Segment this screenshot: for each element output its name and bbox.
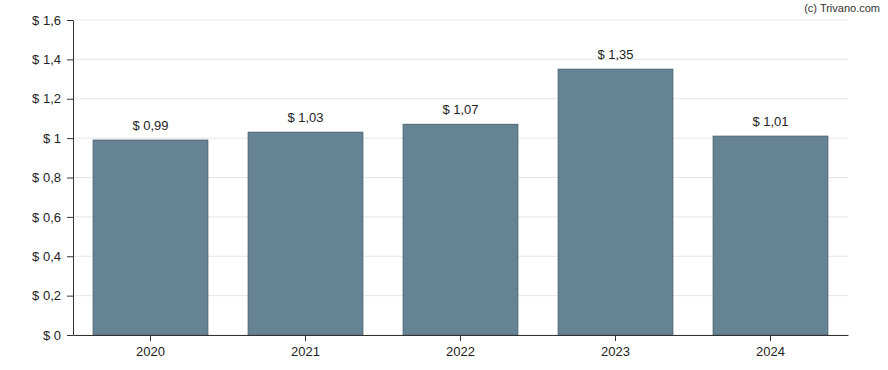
y-tick-mark bbox=[67, 20, 73, 21]
y-tick: $ 1,6 bbox=[32, 13, 73, 28]
x-tick-mark bbox=[460, 335, 461, 341]
x-tick-mark bbox=[770, 335, 771, 341]
grid-line bbox=[73, 20, 848, 21]
y-tick-label: $ 0,8 bbox=[32, 170, 61, 185]
y-axis-line bbox=[73, 21, 74, 336]
data-label: $ 1,03 bbox=[287, 110, 323, 125]
y-tick: $ 0,6 bbox=[32, 210, 73, 225]
x-axis: 2020 2021 2022 2023 2024 bbox=[74, 335, 849, 359]
data-label: $ 0,99 bbox=[132, 118, 168, 133]
data-labels: $ 0,99 $ 1,03 $ 1,07 $ 1,35 $ 1,01 bbox=[132, 47, 788, 133]
x-tick: 2021 bbox=[291, 335, 320, 359]
y-tick-label: $ 0,4 bbox=[32, 249, 61, 264]
x-tick-label: 2021 bbox=[291, 344, 320, 359]
y-tick: $ 0,4 bbox=[32, 249, 73, 264]
plot: $ 0,99$ 1,03$ 1,07$ 1,35$ 1,01$ 0$ 0,2$ … bbox=[32, 13, 848, 360]
bar bbox=[713, 136, 828, 335]
credit: (c) Trivano.com bbox=[804, 2, 880, 14]
x-tick-mark bbox=[305, 335, 306, 341]
y-tick: $ 1,4 bbox=[32, 52, 73, 67]
x-tick: 2024 bbox=[756, 335, 785, 359]
grid-line bbox=[73, 59, 848, 60]
bar bbox=[558, 69, 673, 335]
data-label: $ 1,01 bbox=[752, 114, 788, 129]
y-tick-label: $ 1,4 bbox=[32, 52, 61, 67]
chart: $ 0,99$ 1,03$ 1,07$ 1,35$ 1,01$ 0$ 0,2$ … bbox=[0, 0, 888, 370]
y-tick-label: $ 1 bbox=[43, 131, 61, 146]
x-tick-mark bbox=[150, 335, 151, 341]
y-tick-label: $ 0 bbox=[43, 328, 61, 343]
y-tick-label: $ 0,2 bbox=[32, 288, 61, 303]
y-tick-mark bbox=[67, 99, 73, 100]
y-tick-mark bbox=[67, 138, 73, 139]
y-tick-mark bbox=[67, 296, 73, 297]
y-tick: $ 0 bbox=[43, 328, 73, 343]
x-tick-label: 2023 bbox=[601, 344, 630, 359]
y-tick: $ 0,8 bbox=[32, 170, 73, 185]
y-tick-label: $ 1,6 bbox=[32, 13, 61, 28]
y-tick-label: $ 0,6 bbox=[32, 210, 61, 225]
bar bbox=[403, 124, 518, 335]
y-tick: $ 0,2 bbox=[32, 288, 73, 303]
bar bbox=[93, 140, 208, 335]
x-tick: 2023 bbox=[601, 335, 630, 359]
x-tick-label: 2022 bbox=[446, 344, 475, 359]
data-label: $ 1,07 bbox=[442, 102, 478, 117]
y-tick-mark bbox=[67, 217, 73, 218]
y-tick-mark bbox=[67, 256, 73, 257]
x-tick: 2022 bbox=[446, 335, 475, 359]
grid bbox=[73, 20, 848, 335]
y-tick-label: $ 1,2 bbox=[32, 91, 61, 106]
grid-line bbox=[73, 98, 848, 99]
bars bbox=[93, 69, 828, 335]
y-tick: $ 1,2 bbox=[32, 91, 73, 106]
y-tick-mark bbox=[67, 59, 73, 60]
bar bbox=[248, 132, 363, 335]
y-tick: $ 1 bbox=[43, 131, 73, 146]
y-tick-mark bbox=[67, 335, 73, 336]
data-label: $ 1,35 bbox=[597, 47, 633, 62]
y-tick-mark bbox=[67, 178, 73, 179]
x-tick: 2020 bbox=[136, 335, 165, 359]
y-axis: $ 0 $ 0,2 $ 0,4 $ 0,6 $ 0,8 $ 1 $ 1,2 $ 1,4 $ 1,… bbox=[32, 13, 73, 343]
x-tick-label: 2024 bbox=[756, 344, 785, 359]
x-tick-mark bbox=[615, 335, 616, 341]
x-tick-label: 2020 bbox=[136, 344, 165, 359]
